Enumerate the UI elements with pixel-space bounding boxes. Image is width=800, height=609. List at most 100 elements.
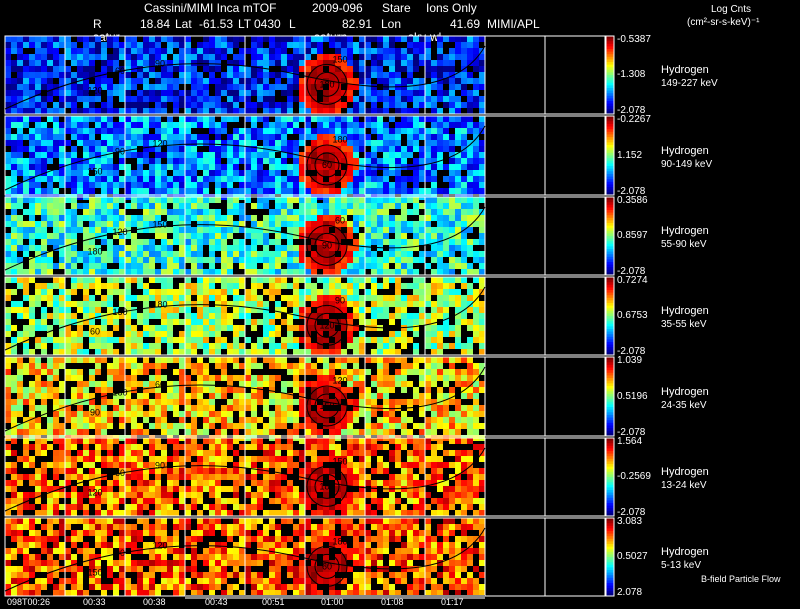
contour-value-label: 180 <box>319 79 334 89</box>
heatmap-cell <box>347 319 353 325</box>
heatmap-cell <box>5 295 11 301</box>
heatmap-cell <box>173 233 179 239</box>
heatmap-cell <box>41 215 47 221</box>
heatmap-cell <box>359 337 365 343</box>
heatmap-cell <box>431 158 437 164</box>
heatmap-cell <box>209 227 215 233</box>
heatmap-cell <box>263 239 269 245</box>
heatmap-cell <box>203 289 209 295</box>
heatmap-cell <box>347 42 353 48</box>
heatmap-cell <box>233 313 239 319</box>
heatmap-cell <box>5 468 11 474</box>
heatmap-cell <box>77 269 83 275</box>
heatmap-cell <box>65 319 71 325</box>
heatmap-cell <box>155 209 161 215</box>
heatmap-cell <box>191 417 197 423</box>
heatmap-cell <box>275 140 281 146</box>
heatmap-cell <box>383 269 389 275</box>
heatmap-cell <box>95 307 101 313</box>
heatmap-cell <box>107 116 113 122</box>
heatmap-cell <box>443 116 449 122</box>
heatmap-cell <box>5 263 11 269</box>
heatmap-cell <box>479 152 485 158</box>
heatmap-cell <box>293 337 299 343</box>
heatmap-cell <box>215 188 221 194</box>
heatmap-cell <box>305 209 311 215</box>
heatmap-cell <box>227 301 233 307</box>
heatmap-cell <box>65 331 71 337</box>
heatmap-cell <box>425 221 431 227</box>
heatmap-cell <box>59 357 65 363</box>
heatmap-cell <box>329 102 335 108</box>
heatmap-cell <box>155 444 161 450</box>
heatmap-cell <box>323 313 329 319</box>
heatmap-cell <box>443 251 449 257</box>
heatmap-cell <box>11 215 17 221</box>
heatmap-cell <box>473 399 479 405</box>
heatmap-cell <box>197 164 203 170</box>
heatmap-cell <box>359 164 365 170</box>
heatmap-cell <box>71 283 77 289</box>
heatmap-cell <box>29 197 35 203</box>
heatmap-cell <box>329 140 335 146</box>
heatmap-cell <box>377 357 383 363</box>
heatmap-cell <box>185 239 191 245</box>
heatmap-cell <box>149 90 155 96</box>
heatmap-cell <box>389 182 395 188</box>
heatmap-cell <box>47 357 53 363</box>
heatmap-cell <box>377 375 383 381</box>
heatmap-cell <box>71 152 77 158</box>
colorbar-segment <box>606 256 614 260</box>
heatmap-cell <box>389 423 395 429</box>
heatmap-cell <box>113 474 119 480</box>
heatmap-cell <box>71 423 77 429</box>
heatmap-cell <box>365 357 371 363</box>
heatmap-cell <box>77 349 83 355</box>
heatmap-cell <box>407 429 413 435</box>
heatmap-cell <box>47 90 53 96</box>
heatmap-cell <box>167 245 173 251</box>
heatmap-cell <box>353 170 359 176</box>
heatmap-cell <box>143 307 149 313</box>
heatmap-cell <box>209 48 215 54</box>
heatmap-cell <box>281 158 287 164</box>
heatmap-cell <box>215 239 221 245</box>
heatmap-cell <box>221 369 227 375</box>
heatmap-cell <box>371 152 377 158</box>
heatmap-cell <box>473 277 479 283</box>
heatmap-cell <box>125 486 131 492</box>
heatmap-cell <box>407 84 413 90</box>
heatmap-cell <box>191 78 197 84</box>
heatmap-cell <box>401 215 407 221</box>
heatmap-cell <box>419 188 425 194</box>
heatmap-cell <box>341 203 347 209</box>
heatmap-cell <box>119 263 125 269</box>
heatmap-cell <box>47 510 53 516</box>
heatmap-cell <box>149 146 155 152</box>
heatmap-cell <box>437 325 443 331</box>
heatmap-cell <box>317 257 323 263</box>
heatmap-cell <box>179 239 185 245</box>
heatmap-cell <box>161 363 167 369</box>
heatmap-cell <box>245 146 251 152</box>
heatmap-cell <box>407 337 413 343</box>
heatmap-cell <box>179 176 185 182</box>
heatmap-cell <box>431 399 437 405</box>
heatmap-cell <box>209 295 215 301</box>
heatmap-cell <box>149 227 155 233</box>
heatmap-cell <box>11 108 17 114</box>
heatmap-cell <box>413 209 419 215</box>
heatmap-cell <box>149 468 155 474</box>
heatmap-cell <box>287 301 293 307</box>
heatmap-cell <box>23 325 29 331</box>
heatmap-cell <box>467 54 473 60</box>
heatmap-cell <box>71 239 77 245</box>
heatmap-cell <box>413 203 419 209</box>
heatmap-cell <box>161 96 167 102</box>
heatmap-cell <box>131 474 137 480</box>
heatmap-cell <box>341 283 347 289</box>
heatmap-cell <box>305 60 311 66</box>
heatmap-cell <box>467 96 473 102</box>
heatmap-cell <box>461 251 467 257</box>
heatmap-cell <box>197 134 203 140</box>
